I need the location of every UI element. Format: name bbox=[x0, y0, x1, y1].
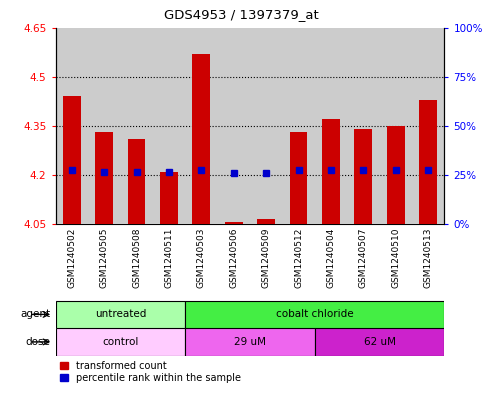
Bar bbox=[185, 328, 315, 356]
Text: GSM1240506: GSM1240506 bbox=[229, 228, 238, 288]
Text: control: control bbox=[102, 337, 139, 347]
Text: 29 uM: 29 uM bbox=[234, 337, 266, 347]
Text: GDS4953 / 1397379_at: GDS4953 / 1397379_at bbox=[164, 8, 319, 21]
Bar bbox=[95, 132, 113, 224]
Bar bbox=[290, 132, 308, 224]
Legend: transformed count, percentile rank within the sample: transformed count, percentile rank withi… bbox=[60, 360, 241, 383]
Bar bbox=[56, 301, 185, 328]
Bar bbox=[225, 222, 242, 224]
Text: dose: dose bbox=[26, 337, 51, 347]
Bar bbox=[257, 219, 275, 224]
Bar bbox=[322, 119, 340, 224]
Text: GSM1240507: GSM1240507 bbox=[359, 228, 368, 288]
Bar bbox=[120, 28, 153, 224]
Bar bbox=[160, 172, 178, 224]
Bar bbox=[355, 129, 372, 224]
Text: GSM1240503: GSM1240503 bbox=[197, 228, 206, 288]
Text: GSM1240511: GSM1240511 bbox=[164, 228, 173, 288]
Bar bbox=[153, 28, 185, 224]
Bar bbox=[347, 28, 380, 224]
Bar bbox=[315, 328, 444, 356]
Text: untreated: untreated bbox=[95, 309, 146, 320]
Text: GSM1240508: GSM1240508 bbox=[132, 228, 141, 288]
Bar bbox=[185, 28, 217, 224]
Text: 62 uM: 62 uM bbox=[364, 337, 396, 347]
Bar bbox=[63, 96, 81, 224]
Bar bbox=[56, 28, 88, 224]
Bar bbox=[250, 28, 283, 224]
Bar bbox=[88, 28, 120, 224]
Bar bbox=[192, 54, 210, 224]
Bar bbox=[380, 28, 412, 224]
Bar bbox=[128, 139, 145, 224]
Bar bbox=[412, 28, 444, 224]
Text: GSM1240509: GSM1240509 bbox=[262, 228, 270, 288]
Bar bbox=[387, 126, 405, 224]
Bar bbox=[56, 328, 185, 356]
Bar bbox=[283, 28, 315, 224]
Text: GSM1240504: GSM1240504 bbox=[327, 228, 336, 288]
Bar bbox=[185, 301, 444, 328]
Text: GSM1240502: GSM1240502 bbox=[67, 228, 76, 288]
Text: GSM1240510: GSM1240510 bbox=[391, 228, 400, 288]
Text: agent: agent bbox=[21, 309, 51, 320]
Text: GSM1240512: GSM1240512 bbox=[294, 228, 303, 288]
Text: GSM1240513: GSM1240513 bbox=[424, 228, 433, 288]
Bar bbox=[315, 28, 347, 224]
Bar bbox=[217, 28, 250, 224]
Text: cobalt chloride: cobalt chloride bbox=[276, 309, 354, 320]
Bar bbox=[419, 99, 437, 224]
Text: GSM1240505: GSM1240505 bbox=[99, 228, 109, 288]
